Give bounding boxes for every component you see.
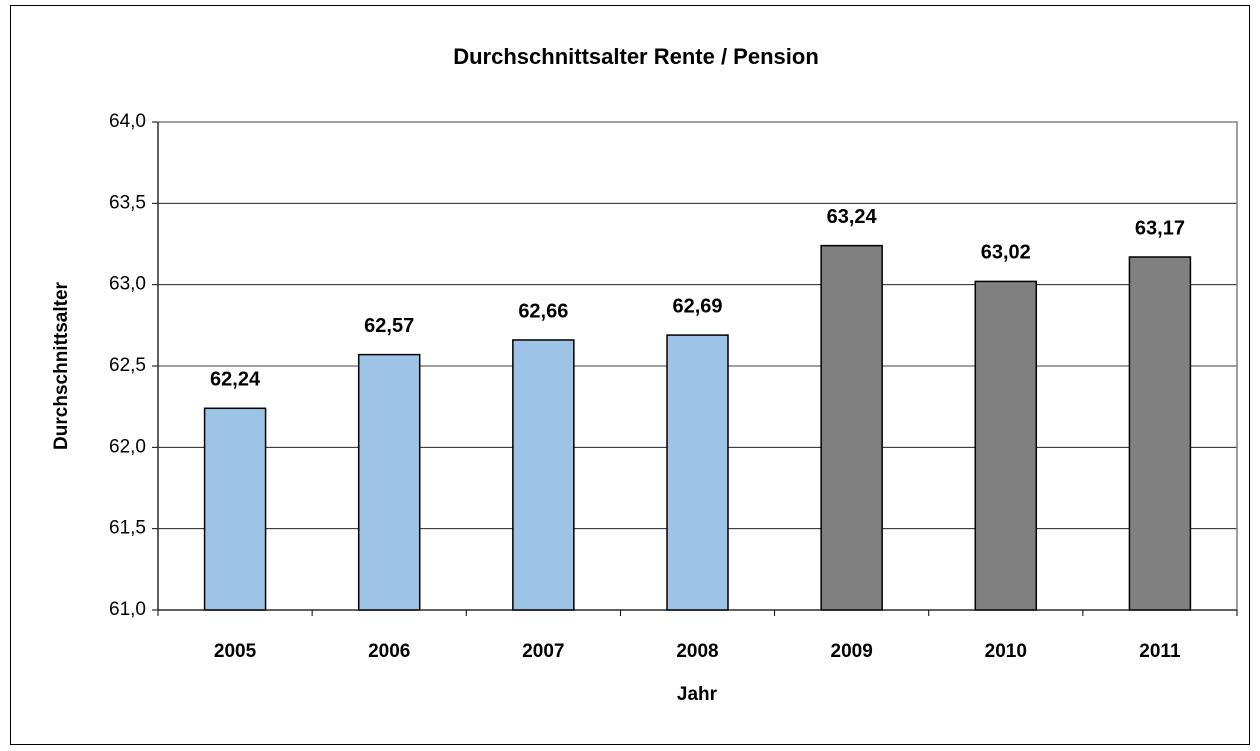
x-tick-label: 2005 <box>214 641 257 662</box>
x-tick-label: 2011 <box>1139 641 1181 662</box>
value-label: 62,66 <box>518 300 568 322</box>
x-tick-label: 2009 <box>831 641 873 662</box>
y-tick-label: 61,0 <box>109 599 146 620</box>
y-tick-label: 64,0 <box>109 111 146 132</box>
y-tick-label: 63,5 <box>109 192 146 213</box>
y-tick-label: 62,0 <box>109 436 146 457</box>
x-tick-label: 2010 <box>985 641 1027 662</box>
x-tick-label: 2007 <box>522 641 564 662</box>
bar <box>1128 256 1192 611</box>
y-tick-label: 61,5 <box>109 518 146 539</box>
bar <box>203 407 267 611</box>
value-label: 62,57 <box>364 315 414 337</box>
chart-border <box>10 5 1250 745</box>
bar <box>666 334 729 611</box>
chart-title: Durchschnittsalter Rente / Pension <box>453 44 819 69</box>
y-tick-label: 63,0 <box>109 274 146 295</box>
value-label: 62,69 <box>672 295 722 317</box>
y-axis-label: Durchschnittsalter <box>51 281 72 449</box>
bar <box>974 280 1038 611</box>
x-tick-label: 2008 <box>676 641 718 662</box>
bar <box>820 244 883 611</box>
value-label: 63,24 <box>827 206 878 228</box>
x-axis-label: Jahr <box>677 684 718 705</box>
x-tick-label: 2006 <box>368 641 410 662</box>
y-tick-label: 62,5 <box>109 355 146 376</box>
bar <box>512 339 575 611</box>
value-label: 63,17 <box>1135 217 1185 239</box>
value-label: 62,24 <box>210 369 261 391</box>
bar <box>357 353 421 611</box>
value-label: 63,02 <box>981 242 1031 264</box>
